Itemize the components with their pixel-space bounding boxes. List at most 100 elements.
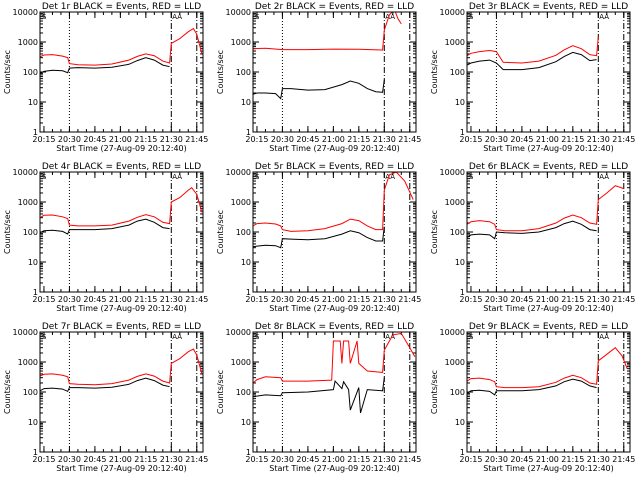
y-tick-label: 1000 — [18, 38, 38, 47]
y-tick-label: 1 — [33, 128, 38, 137]
x-tick-label: 20:45 — [510, 295, 533, 304]
series-line-events — [40, 57, 170, 74]
y-tick-label: 10000 — [13, 8, 38, 17]
y-tick-label: 100 — [236, 388, 251, 397]
panel-title: Det 2r BLACK = Events, RED = LLD — [255, 2, 414, 12]
x-axis-label: Start Time (27-Aug-09 20:12:40) — [269, 464, 400, 473]
x-axis-label: Start Time (27-Aug-09 20:12:40) — [56, 464, 187, 473]
x-tick-label: 20:45 — [83, 295, 106, 304]
x-tick-label: 20:15 — [245, 135, 268, 144]
x-tick-label: 21:30 — [587, 295, 610, 304]
x-tick-label: 21:15 — [134, 295, 157, 304]
marker-label-s: S — [42, 333, 47, 341]
panel-title: Det 9r BLACK = Events, RED = LLD — [469, 322, 628, 332]
y-tick-label: 10000 — [13, 168, 38, 177]
x-tick-label: 20:15 — [459, 295, 482, 304]
marker-label-aa: AA — [385, 333, 395, 341]
x-tick-label: 21:00 — [322, 295, 345, 304]
y-tick-label: 1000 — [445, 198, 465, 207]
marker-label-s: S — [42, 13, 47, 21]
panel-det-5: Det 5r BLACK = Events, RED = LLD 1 10 100 10… — [216, 162, 421, 313]
y-axis-label: Counts/sec — [216, 370, 225, 414]
y-tick-label: 10000 — [440, 8, 465, 17]
x-tick-label: 21:30 — [373, 455, 396, 464]
x-tick-label: 21:30 — [160, 295, 183, 304]
x-tick-label: 20:30 — [271, 135, 294, 144]
marker-label-s: S — [469, 173, 474, 181]
panel-title: Det 4r BLACK = Events, RED = LLD — [42, 162, 201, 172]
x-tick-label: 21:45 — [612, 135, 635, 144]
x-tick-label: 21:30 — [587, 455, 610, 464]
x-tick-label: 20:15 — [32, 455, 55, 464]
marker-label-s: S — [42, 173, 47, 181]
x-tick-label: 21:15 — [561, 295, 584, 304]
y-tick-label: 1 — [246, 448, 251, 457]
marker-label-aa: AA — [385, 13, 395, 21]
x-axis-label: Start Time (27-Aug-09 20:12:40) — [483, 304, 614, 313]
y-tick-label: 10 — [241, 418, 251, 427]
x-tick-label: 21:15 — [561, 135, 584, 144]
y-tick-label: 1000 — [445, 38, 465, 47]
y-tick-label: 1000 — [445, 358, 465, 367]
series-line-events — [467, 220, 597, 240]
y-tick-label: 10000 — [226, 168, 251, 177]
y-axis-label: Counts/sec — [3, 210, 12, 254]
x-tick-label: 20:15 — [245, 455, 268, 464]
plot-frame — [252, 171, 417, 293]
marker-label-aa: AA — [172, 13, 182, 21]
marker-label-aa: AA — [172, 333, 182, 341]
y-tick-label: 100 — [450, 228, 465, 237]
x-tick-label: 20:45 — [510, 135, 533, 144]
y-tick-label: 100 — [236, 68, 251, 77]
y-tick-label: 10000 — [440, 168, 465, 177]
x-tick-label: 21:15 — [561, 455, 584, 464]
x-tick-label: 21:00 — [536, 455, 559, 464]
plot-frame — [252, 331, 417, 453]
y-tick-label: 1000 — [231, 358, 251, 367]
x-tick-label: 20:15 — [459, 455, 482, 464]
x-tick-label: 21:00 — [109, 455, 132, 464]
panel-title: Det 3r BLACK = Events, RED = LLD — [469, 2, 628, 12]
x-tick-label: 21:00 — [322, 135, 345, 144]
x-tick-label: 20:30 — [485, 455, 508, 464]
series-line-events — [253, 226, 385, 249]
x-tick-label: 20:45 — [510, 455, 533, 464]
series-line-lld — [253, 172, 414, 232]
y-tick-label: 10 — [28, 98, 38, 107]
y-tick-label: 1 — [33, 448, 38, 457]
marker-label-s: S — [255, 173, 260, 181]
series-line-lld — [467, 347, 628, 389]
plot-frame — [466, 171, 631, 293]
panel-title: Det 6r BLACK = Events, RED = LLD — [469, 162, 628, 172]
x-axis-label: Start Time (27-Aug-09 20:12:40) — [483, 144, 614, 153]
y-tick-label: 1 — [246, 128, 251, 137]
y-tick-label: 10 — [455, 98, 465, 107]
x-tick-label: 21:00 — [536, 135, 559, 144]
x-tick-label: 20:30 — [271, 455, 294, 464]
y-tick-label: 10 — [455, 418, 465, 427]
x-tick-label: 21:45 — [185, 135, 208, 144]
plot-frame — [252, 11, 417, 133]
series-line-events — [467, 51, 597, 71]
y-tick-label: 100 — [23, 228, 38, 237]
x-tick-label: 20:15 — [32, 295, 55, 304]
marker-label-s: S — [469, 333, 474, 341]
x-tick-label: 20:30 — [58, 295, 81, 304]
marker-label-aa: AA — [172, 173, 182, 181]
y-axis-label: Counts/sec — [430, 370, 439, 414]
panel-title: Det 8r BLACK = Events, RED = LLD — [255, 322, 414, 332]
x-tick-label: 21:00 — [536, 295, 559, 304]
panel-det-6: Det 6r BLACK = Events, RED = LLD 1 10 100 10… — [430, 162, 635, 313]
x-tick-label: 21:00 — [109, 295, 132, 304]
x-axis-label: Start Time (27-Aug-09 20:12:40) — [269, 144, 400, 153]
plot-frame — [39, 171, 204, 293]
x-tick-label: 20:15 — [32, 135, 55, 144]
x-tick-label: 20:45 — [83, 135, 106, 144]
x-axis-label: Start Time (27-Aug-09 20:12:40) — [269, 304, 400, 313]
y-axis-label: Counts/sec — [430, 210, 439, 254]
x-tick-label: 21:45 — [398, 295, 421, 304]
y-tick-label: 10 — [455, 258, 465, 267]
y-tick-label: 10000 — [440, 328, 465, 337]
y-tick-label: 1000 — [231, 38, 251, 47]
x-tick-label: 21:15 — [347, 135, 370, 144]
